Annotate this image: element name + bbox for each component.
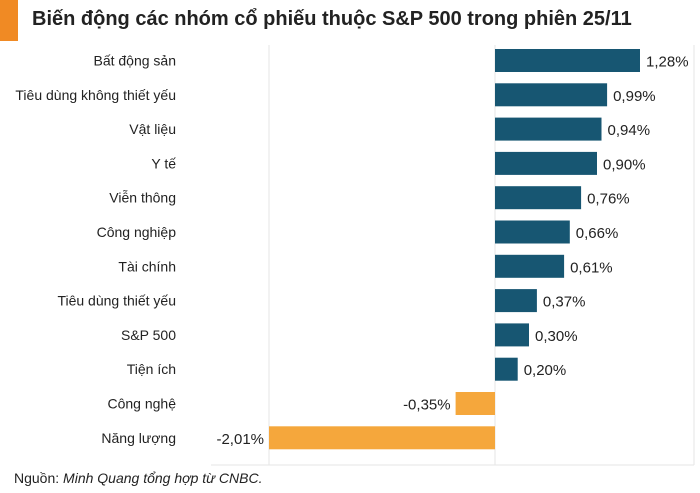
- source-note: Nguồn: Minh Quang tổng hợp từ CNBC.: [14, 470, 262, 486]
- value-label-11: -2,01%: [216, 431, 264, 448]
- source-text: Minh Quang tổng hợp từ CNBC.: [63, 470, 263, 486]
- value-label-2: 0,94%: [608, 122, 651, 139]
- value-label-3: 0,90%: [603, 156, 646, 173]
- value-label-7: 0,37%: [543, 294, 586, 311]
- bar-9: [495, 357, 518, 381]
- bar-11: [269, 426, 495, 450]
- value-label-4: 0,76%: [587, 191, 630, 208]
- category-label-1: Tiêu dùng không thiết yếu: [15, 87, 176, 103]
- bar-chart: Bất động sản 1,28% Tiêu dùng không thiết y…: [15, 45, 695, 466]
- value-label-9: 0,20%: [524, 362, 567, 379]
- value-label-8: 0,30%: [535, 328, 578, 345]
- bar-1: [495, 83, 608, 107]
- bar-3: [495, 151, 597, 175]
- bar-6: [495, 254, 565, 278]
- value-label-10: -0,35%: [403, 397, 451, 414]
- category-label-4: Viễn thông: [109, 190, 176, 206]
- bar-7: [495, 289, 537, 313]
- chart-title: Biến động các nhóm cổ phiếu thuộc S&P 50…: [32, 8, 632, 30]
- value-label-0: 1,28%: [646, 54, 689, 71]
- bar-10: [455, 392, 495, 415]
- bar-0: [495, 49, 640, 72]
- category-label-10: Công nghệ: [107, 396, 176, 412]
- category-label-8: S&P 500: [121, 327, 176, 343]
- category-label-9: Tiện ích: [127, 361, 176, 377]
- value-label-1: 0,99%: [613, 88, 656, 105]
- bar-8: [495, 323, 529, 347]
- category-label-5: Công nghiệp: [97, 224, 177, 240]
- category-label-0: Bất động sản: [93, 53, 176, 69]
- category-label-11: Năng lượng: [101, 430, 176, 446]
- category-label-6: Tài chính: [118, 258, 176, 274]
- value-label-5: 0,66%: [576, 225, 619, 242]
- category-label-3: Y tế: [151, 155, 176, 171]
- bar-4: [495, 186, 582, 210]
- value-label-6: 0,61%: [570, 259, 613, 276]
- source-prefix: Nguồn:: [14, 470, 64, 486]
- category-label-7: Tiêu dùng thiết yếu: [57, 293, 176, 309]
- bar-2: [495, 117, 602, 141]
- category-label-2: Vật liệu: [129, 121, 176, 137]
- title-accent-bar: [0, 0, 18, 41]
- bar-5: [495, 220, 570, 244]
